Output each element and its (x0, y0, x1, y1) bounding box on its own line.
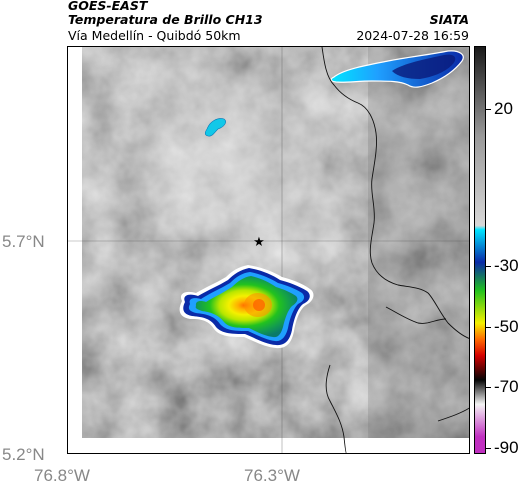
colorbar-tick (486, 448, 491, 449)
colorbar-label: -70 (494, 377, 519, 396)
colorbar-label: -90 (494, 438, 519, 457)
longitude-label: 76.8°W (34, 466, 90, 485)
colorbar-tick (486, 266, 491, 267)
longitude-label: 76.3°W (244, 466, 300, 485)
organization-label: SIATA (429, 12, 469, 27)
temperature-colorbar (474, 46, 486, 454)
latitude-label: 5.7°N (2, 232, 45, 251)
colorbar-tick (486, 387, 491, 388)
latitude-label: 5.2°N (2, 445, 45, 464)
cold-cloud-northeast (330, 50, 464, 88)
datetime-label: 2024-07-28 16:59 (356, 28, 469, 43)
colorbar-tick (486, 327, 491, 328)
border-lines (321, 47, 469, 453)
colorbar-label: -30 (494, 256, 519, 275)
location-star-icon: ★ (253, 235, 265, 250)
colorbar-label: -50 (494, 317, 519, 336)
satellite-map[interactable]: ★ (67, 46, 470, 454)
satellite-title: GOES-EAST (68, 0, 148, 13)
cold-cloud-small (204, 118, 226, 137)
convective-storm-cell (179, 265, 314, 349)
colorbar-label: 20 (494, 99, 513, 118)
product-title: Temperatura de Brillo CH13 (68, 12, 263, 27)
map-canvas: ★ (68, 47, 469, 453)
cloud-imagery (82, 47, 469, 438)
colorbar-tick (486, 109, 491, 110)
route-subtitle: Vía Medellín - Quibdó 50km (68, 28, 241, 43)
